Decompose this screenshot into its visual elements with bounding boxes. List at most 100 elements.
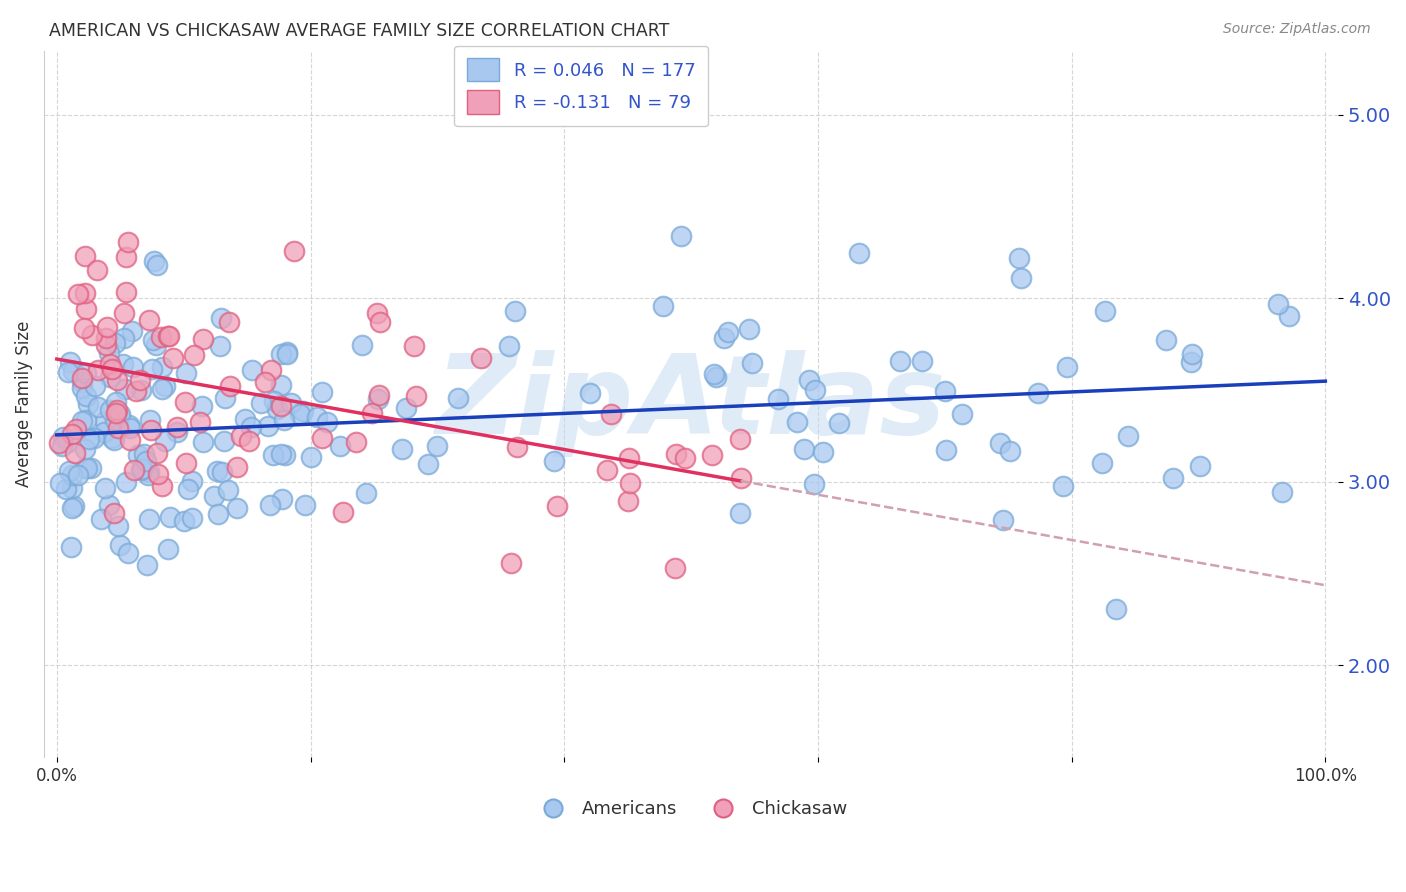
Point (506, 440, 529, 454)
Point (120, 421, 142, 435)
Point (118, 418, 141, 433)
Point (48, 436, 70, 450)
Point (270, 447, 292, 461)
Point (447, 391, 470, 405)
Point (139, 423, 162, 437)
Point (73, 320, 96, 334)
Point (58, 464, 80, 478)
Point (766, 392, 789, 407)
Point (270, 378, 292, 392)
Point (889, 353, 911, 368)
Point (993, 513, 1015, 527)
Point (52, 430, 75, 444)
Point (934, 384, 956, 399)
Point (1180, 355, 1202, 369)
Point (101, 431, 124, 445)
Point (728, 432, 751, 446)
Point (1091, 456, 1114, 470)
Point (180, 511, 202, 525)
Point (87, 400, 110, 414)
Point (118, 433, 141, 447)
Point (122, 462, 145, 476)
Point (146, 258, 169, 272)
Point (93, 425, 115, 439)
Point (305, 409, 328, 424)
Point (65, 446, 87, 460)
Point (87, 363, 110, 377)
Point (94, 331, 117, 345)
Point (75, 389, 97, 403)
Point (138, 512, 160, 526)
Point (136, 467, 159, 482)
Point (128, 373, 150, 387)
Point (730, 471, 752, 485)
Point (83, 431, 105, 445)
Point (157, 329, 180, 343)
Point (546, 499, 568, 513)
Point (67, 287, 90, 301)
Point (1056, 359, 1078, 374)
Point (361, 406, 384, 420)
Point (270, 491, 292, 506)
Point (704, 369, 727, 384)
Point (274, 449, 297, 463)
Point (280, 396, 302, 410)
Point (90, 511, 112, 525)
Point (225, 501, 247, 516)
Point (142, 254, 165, 268)
Point (402, 339, 425, 353)
Point (367, 388, 389, 402)
Point (84, 379, 107, 393)
Point (112, 306, 135, 320)
Point (73, 248, 96, 262)
Point (259, 363, 281, 377)
Point (600, 407, 623, 421)
Point (112, 331, 135, 345)
Point (103, 433, 125, 447)
Point (127, 449, 149, 463)
Point (498, 339, 520, 353)
Point (652, 299, 675, 313)
Point (205, 464, 228, 478)
Point (173, 395, 195, 409)
Point (266, 401, 288, 416)
Point (209, 310, 232, 325)
Point (105, 402, 128, 417)
Point (117, 546, 139, 560)
Point (619, 451, 641, 466)
Point (270, 346, 292, 360)
Point (114, 383, 136, 397)
Point (950, 407, 973, 421)
Point (142, 334, 165, 348)
Point (366, 306, 388, 320)
Point (177, 482, 200, 496)
Point (188, 415, 211, 429)
Point (1189, 458, 1212, 473)
Point (155, 379, 177, 393)
Point (51, 439, 73, 453)
Point (76, 460, 98, 475)
Point (596, 463, 619, 477)
Point (129, 384, 152, 398)
Point (70, 414, 93, 428)
Point (60, 426, 83, 441)
Point (579, 385, 602, 400)
Point (146, 467, 169, 482)
Point (49, 475, 72, 490)
Point (55, 482, 77, 496)
Point (132, 447, 155, 461)
Point (619, 475, 641, 490)
Point (288, 407, 311, 421)
Point (70, 370, 93, 384)
Point (311, 431, 333, 445)
Point (316, 415, 339, 429)
Point (426, 439, 449, 453)
Point (229, 429, 252, 443)
Point (1094, 303, 1116, 318)
Point (60, 468, 83, 483)
Point (150, 478, 173, 492)
Point (93, 481, 115, 495)
Point (138, 465, 160, 479)
Text: ZipAtlas: ZipAtlas (436, 351, 946, 458)
Point (80, 461, 103, 475)
